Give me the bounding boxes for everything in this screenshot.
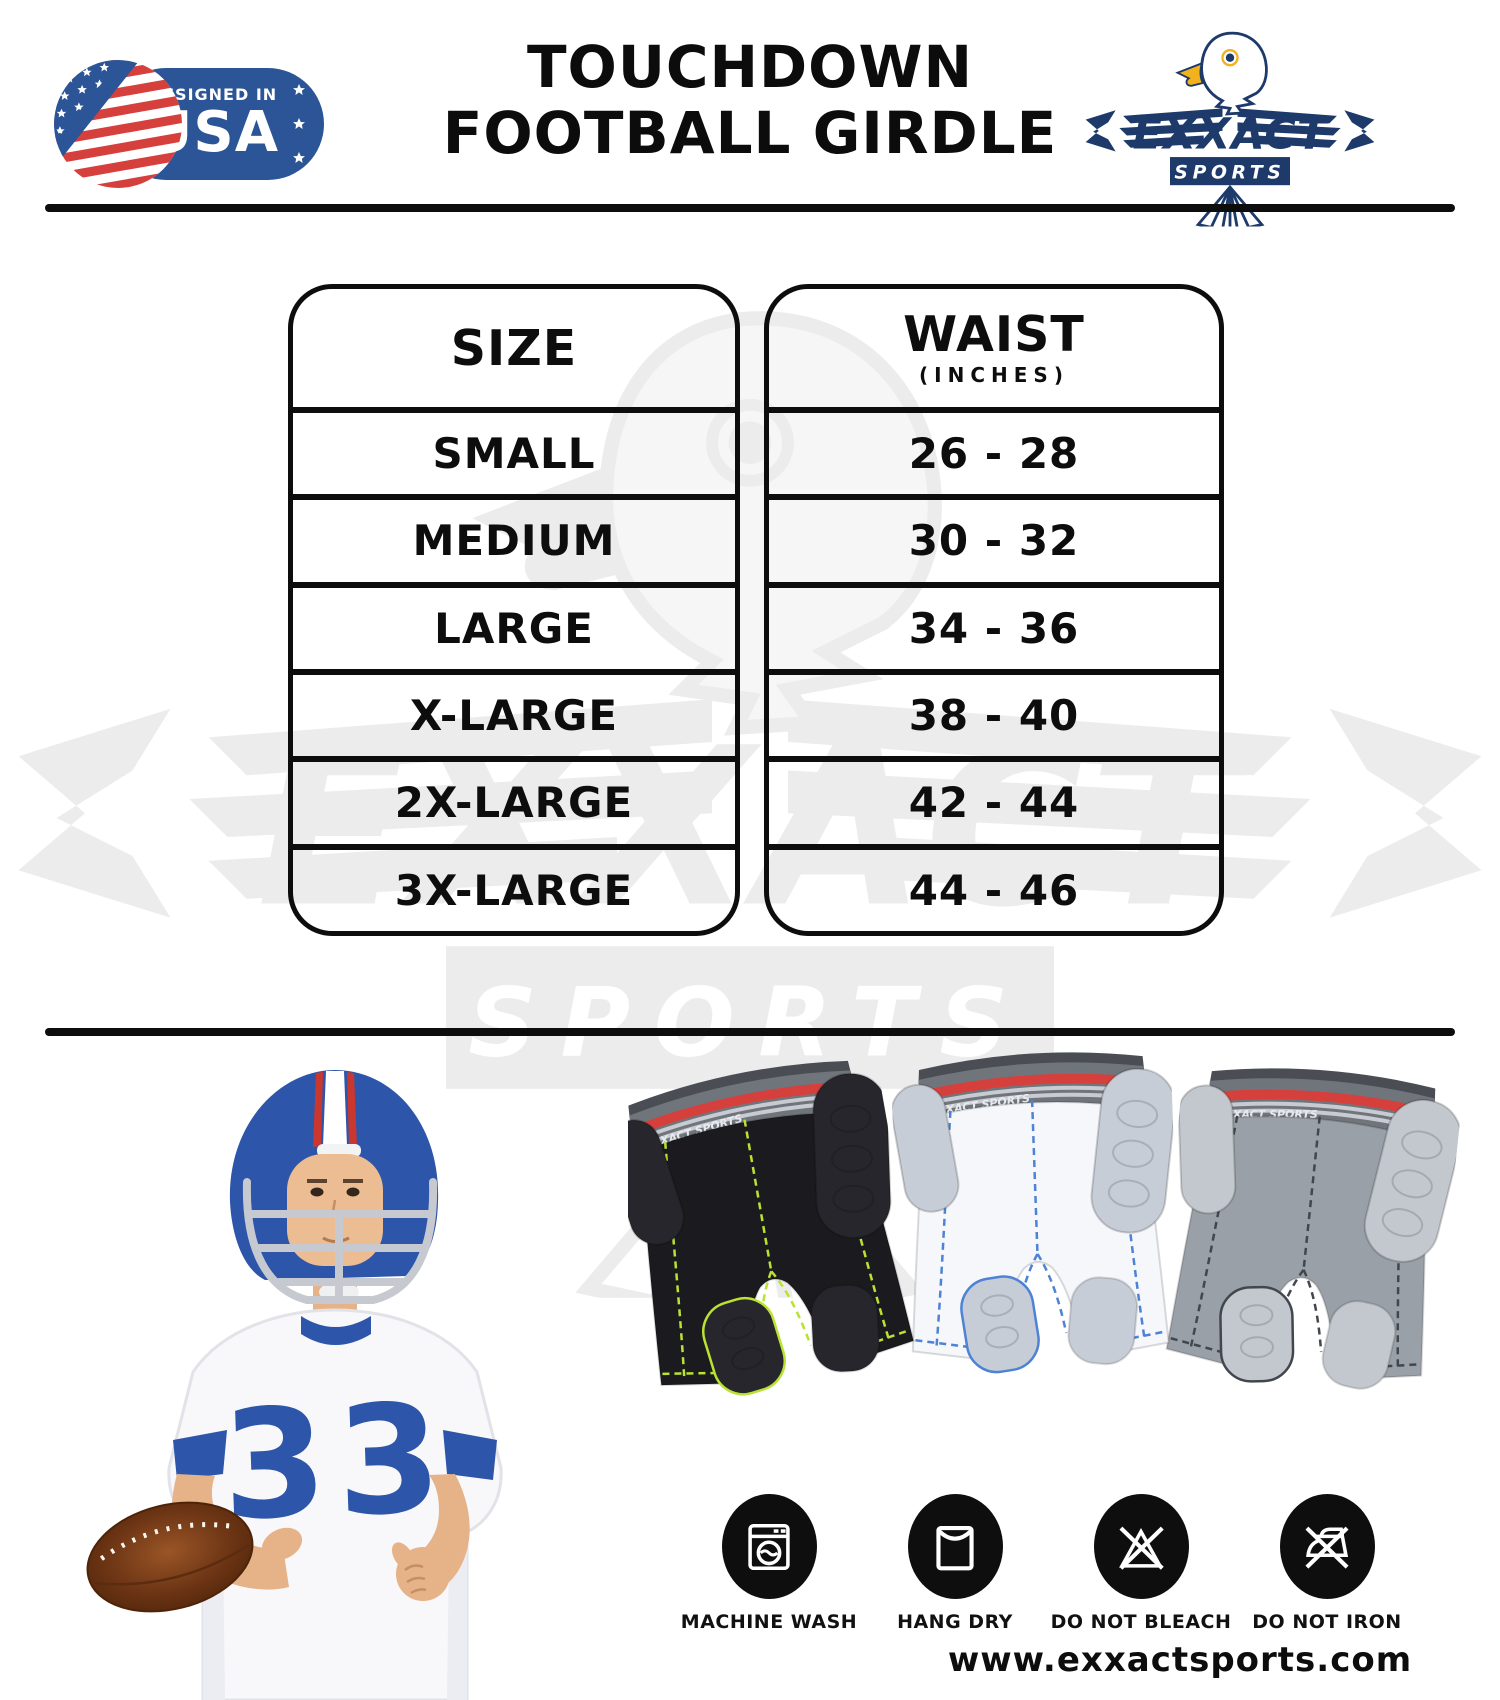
usa-flag-icon [54, 60, 182, 188]
care-item: MACHINE WASH [678, 1494, 860, 1633]
section-divider [45, 1028, 1455, 1036]
table-row: 44 - 46 [908, 865, 1080, 915]
website-url: www.exxactsports.com [947, 1640, 1413, 1680]
table-row: MEDIUM [293, 500, 735, 588]
table-row: 30 - 32 [769, 500, 1219, 588]
exxact-sports-logo [1080, 28, 1380, 228]
girdle-white [890, 1046, 1182, 1381]
size-column-header: SIZE [293, 289, 735, 413]
jersey-number: 33 [219, 1372, 454, 1554]
care-label: HANG DRY [897, 1611, 1013, 1633]
care-item: DO NOT BLEACH [1050, 1494, 1232, 1633]
table-row: LARGE [293, 588, 735, 675]
care-label: MACHINE WASH [680, 1611, 858, 1633]
table-row: 38 - 40 [769, 675, 1219, 763]
care-item: HANG DRY [864, 1494, 1046, 1633]
badge-stars-icon [293, 84, 305, 163]
girdle-black [628, 1046, 932, 1416]
football [86, 1501, 254, 1613]
size-header-text: SIZE [450, 319, 578, 377]
football-helmet [229, 1070, 439, 1304]
table-row: 26 - 28 [769, 413, 1219, 501]
waist-column-header: WAIST (INCHES) [769, 289, 1219, 413]
waist-column: WAIST (INCHES) 26 - 28 30 - 32 34 - 36 3… [764, 284, 1224, 936]
do-not-bleach-icon [1093, 1494, 1189, 1599]
care-instructions: MACHINE WASH HANG DRY [678, 1494, 1418, 1633]
girdle-gray [1150, 1053, 1466, 1406]
page-title-line1: TOUCHDOWN [526, 33, 974, 101]
hang-dry-icon [907, 1494, 1003, 1599]
facemask [242, 1178, 438, 1304]
table-row: 34 - 36 [769, 588, 1219, 675]
machine-wash-icon [721, 1494, 817, 1599]
do-not-iron-icon [1279, 1494, 1375, 1599]
size-column: SIZE SMALL MEDIUM LARGE X-LARGE 2X-LARGE… [288, 284, 740, 936]
table-row: X-LARGE [293, 675, 735, 763]
table-row: 42 - 44 [769, 762, 1219, 850]
table-row: SMALL [293, 413, 735, 501]
page-title-line2: FOOTBALL GIRDLE [442, 99, 1058, 168]
care-item: DO NOT IRON [1236, 1494, 1418, 1633]
header-divider [45, 204, 1455, 212]
page-title: TOUCHDOWN FOOTBALL GIRDLE [360, 34, 1140, 166]
waist-subheader-text: (INCHES) [919, 362, 1069, 387]
table-row: 2X-LARGE [293, 762, 735, 850]
table-row: 3X-LARGE [394, 865, 634, 915]
designed-in-usa-badge: DESIGNED IN USA [52, 58, 324, 190]
waist-header-text: WAIST [903, 305, 1085, 363]
care-label: DO NOT IRON [1252, 1611, 1402, 1633]
badge-prefix-text: DESIGNED IN [148, 85, 278, 104]
girdle-product-photos [628, 1046, 1466, 1416]
football-player-photo: 33 [86, 1070, 503, 1700]
care-label: DO NOT BLEACH [1050, 1611, 1232, 1633]
